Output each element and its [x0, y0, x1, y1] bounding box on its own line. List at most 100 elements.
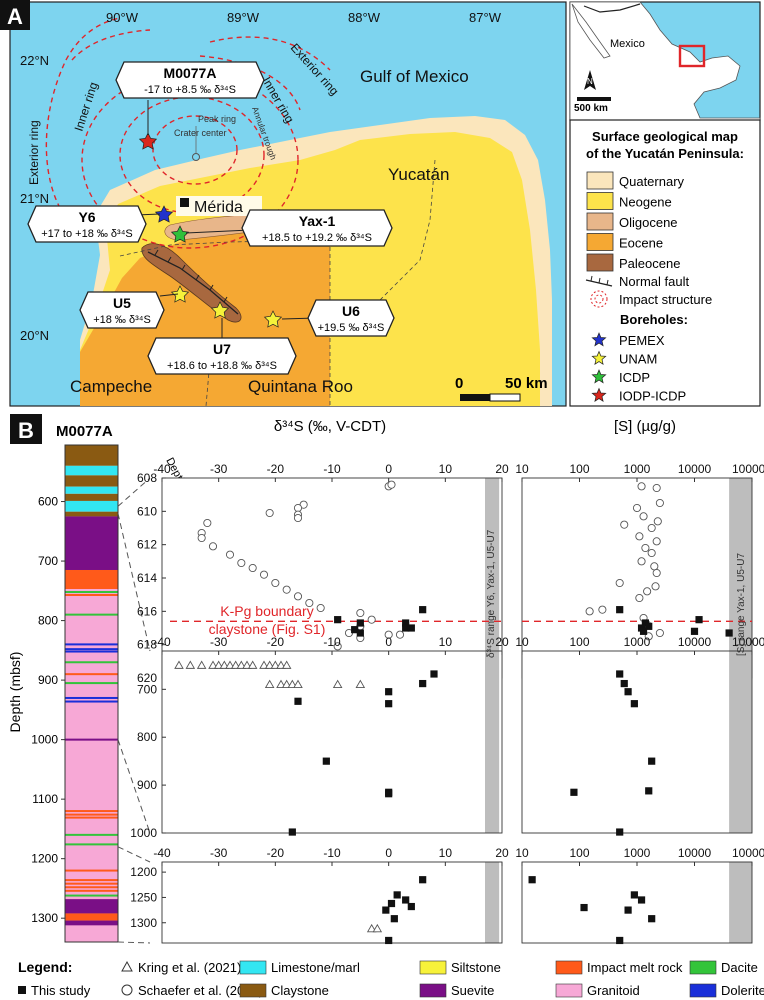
crater-center-label: Crater center	[174, 128, 227, 138]
point-this-study	[648, 757, 656, 765]
core-outline	[64, 444, 119, 943]
core-interval	[65, 486, 118, 494]
x-tick-label: -20	[267, 462, 285, 476]
callout-y6-name: Y6	[78, 209, 95, 225]
core-column	[64, 444, 119, 943]
core-thin-layer	[65, 879, 118, 882]
x-tick-label: -40	[153, 462, 171, 476]
merida-label: Mérida	[194, 199, 243, 216]
core-connectors	[117, 477, 151, 944]
lithology-label: Suevite	[451, 983, 494, 998]
core-tick-label: 1200	[31, 852, 58, 866]
lon-tick-88: 88°W	[348, 10, 381, 25]
legend-triangle-icon	[121, 960, 133, 972]
x-tick-label: 100000	[732, 846, 764, 860]
borehole-legend-label: IODP-ICDP	[619, 389, 686, 404]
inner-ring-right	[199, 55, 301, 111]
x-tick-label: -30	[210, 462, 228, 476]
point-schaefer	[655, 498, 664, 508]
callout-u7-name: U7	[213, 341, 231, 357]
chart-panel: 10 100 1000 10000 100000	[515, 462, 764, 679]
point-schaefer	[647, 523, 656, 533]
panel-b: B M0077A Depth (mbsf) Depth (mbsf) δ³⁴S …	[7, 414, 764, 998]
star-m0077a	[138, 132, 158, 150]
chart-panel: 10 100 1000 10000 100000	[515, 635, 764, 836]
plots: -40 -30 -20 -10 0 10 20 608 610 612 614 616 618 620 10…	[130, 462, 764, 945]
chart-panel: -40 -30 -20 -10 0 10 20 700 800 900 1000	[130, 635, 509, 840]
core-thin-layer	[65, 882, 118, 885]
x-tick-label: 10	[515, 462, 529, 476]
point-schaefer	[248, 563, 257, 573]
boreholes-legend: PEMEX UNAM ICDP IODP-ICDP	[591, 332, 686, 404]
x-tick-label: 100	[569, 846, 589, 860]
legend-circle-icon	[121, 984, 133, 996]
star-u5	[170, 285, 190, 303]
callout-m0077a: M0077A -17 to +8.5 ‰ δ³⁴S	[115, 61, 265, 99]
borehole-legend-label: UNAM	[619, 352, 657, 367]
lithology-label: Limestone/marl	[271, 960, 360, 975]
merida-marker	[180, 198, 189, 207]
inset-border	[583, 3, 641, 13]
point-schaefer	[197, 533, 206, 543]
x-tick-label: 10	[439, 635, 453, 649]
exterior-ring-left-label: Exterior ring	[27, 120, 41, 185]
x-tick-label: 10000	[678, 462, 712, 476]
y-tick-label: 700	[137, 682, 157, 696]
y-tick-label: 608	[137, 471, 157, 485]
core-thick-layer	[65, 913, 118, 921]
geology-legend-label: Eocene	[619, 236, 663, 251]
point-kring	[213, 660, 224, 669]
plot-area	[162, 478, 502, 678]
x-tick-label: 1000	[624, 462, 651, 476]
plot-area	[522, 862, 752, 943]
point-schaefer	[652, 483, 661, 493]
core-thin-layer	[65, 843, 118, 846]
point-schaefer	[333, 642, 342, 651]
core-thin-layer	[65, 591, 118, 594]
point-schaefer	[655, 628, 664, 638]
panel-b-label: B	[18, 418, 34, 443]
lithology-swatch	[239, 960, 267, 975]
lithology-label: Siltstone	[451, 960, 501, 975]
callout-u5-range: +18 ‰ δ³⁴S	[93, 314, 151, 326]
peak-ring-inner	[152, 115, 238, 185]
point-schaefer	[293, 592, 303, 601]
y-tick-label: 800	[137, 730, 157, 744]
point-this-study	[620, 679, 628, 688]
point-kring	[264, 660, 275, 669]
reference-band	[729, 478, 752, 678]
x-tick-label: 10	[515, 846, 529, 860]
point-schaefer	[647, 548, 656, 558]
point-schaefer	[641, 543, 650, 553]
point-schaefer	[651, 582, 660, 591]
point-this-study	[637, 896, 646, 904]
map-legend-title-1: Surface geological map	[592, 129, 738, 144]
lithology-label: Claystone	[271, 983, 329, 998]
x-tick-label: -20	[267, 846, 285, 860]
point-schaefer	[653, 517, 662, 526]
lithology-label: Granitoid	[587, 983, 640, 998]
point-schaefer	[643, 587, 652, 596]
kpg-label-2: claystone (Fig. S1)	[209, 621, 326, 637]
x-tick-label: 20	[495, 462, 509, 476]
legend-schaefer: Schaefer et al. (2020)	[138, 983, 263, 998]
geology-swatch	[586, 192, 614, 210]
core-thin-layer	[65, 648, 118, 651]
point-this-study	[385, 688, 393, 696]
callout-yax1: Yax-1 +18.5 to +19.2 ‰ δ³⁴S	[241, 209, 393, 247]
reference-band	[485, 478, 500, 678]
point-this-study	[616, 828, 624, 836]
point-kring	[281, 660, 292, 669]
star-u7	[210, 301, 230, 319]
point-schaefer	[356, 608, 365, 618]
core-interval	[65, 445, 118, 466]
callout-y6-range: +17 to +18 ‰ δ³⁴S	[41, 228, 133, 240]
point-this-study	[639, 627, 648, 635]
lat-tick-20: 20°N	[20, 328, 49, 343]
point-this-study	[616, 606, 624, 614]
core-thin-layer	[65, 593, 118, 596]
legend-impact-structure-label: Impact structure	[619, 292, 712, 307]
callout-u7: U7 +18.6 to +18.8 ‰ δ³⁴S	[147, 337, 297, 375]
core-thin-layer	[65, 816, 118, 819]
crater-center-marker	[192, 153, 200, 161]
